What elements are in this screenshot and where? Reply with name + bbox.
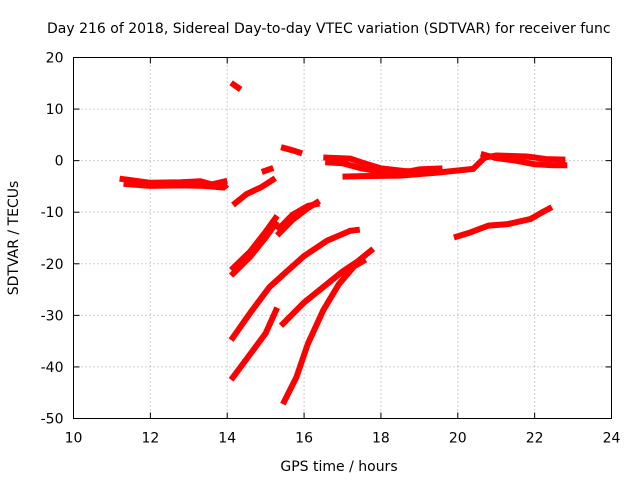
series-trace-19	[480, 151, 568, 169]
y-tick-label: -10	[41, 205, 64, 221]
series-trace-18	[403, 165, 443, 176]
grid-lines	[73, 57, 612, 419]
plot-frame	[73, 57, 612, 419]
y-tick-label: 10	[46, 102, 64, 118]
series-trace-04	[231, 175, 277, 208]
series-trace-06	[280, 144, 304, 157]
series-trace-03	[229, 80, 243, 92]
y-tick-label: 0	[55, 154, 64, 170]
y-axis-label: SDTVAR / TECUs	[6, 181, 22, 296]
axis-ticks	[73, 57, 612, 419]
series-trace-02	[123, 180, 230, 191]
x-tick-label: 12	[141, 431, 159, 447]
y-tick-label: 20	[46, 51, 64, 67]
x-tick-label: 14	[218, 431, 236, 447]
series-trace-11	[228, 226, 361, 342]
x-tick-label: 16	[295, 431, 313, 447]
series-trace-07	[229, 214, 280, 273]
x-tick-labels: 10 12 14 16 18 20 22 24	[65, 431, 621, 447]
y-tick-label: -50	[41, 412, 64, 428]
x-tick-label: 18	[372, 431, 390, 447]
series-trace-14	[280, 257, 368, 406]
x-tick-label: 20	[449, 431, 467, 447]
series-trace-12	[228, 306, 280, 382]
series-trace-20	[453, 204, 554, 241]
y-tick-label: -30	[41, 308, 64, 324]
x-tick-label: 22	[526, 431, 544, 447]
x-tick-label: 24	[603, 431, 621, 447]
y-tick-labels: -50 -40 -30 -20 -10 0 10 20	[41, 51, 64, 428]
y-tick-label: -40	[41, 360, 64, 376]
series-trace-05	[260, 165, 275, 175]
series-trace-13	[278, 246, 376, 328]
y-tick-label: -20	[41, 257, 64, 273]
x-tick-label: 10	[65, 431, 83, 447]
data-series	[119, 80, 568, 406]
series-trace-08	[228, 219, 280, 278]
series-trace-10	[275, 200, 321, 233]
chart-title: Day 216 of 2018, Sidereal Day-to-day VTE…	[47, 21, 611, 37]
series-trace-17	[342, 152, 566, 180]
x-axis-label: GPS time / hours	[280, 459, 397, 475]
